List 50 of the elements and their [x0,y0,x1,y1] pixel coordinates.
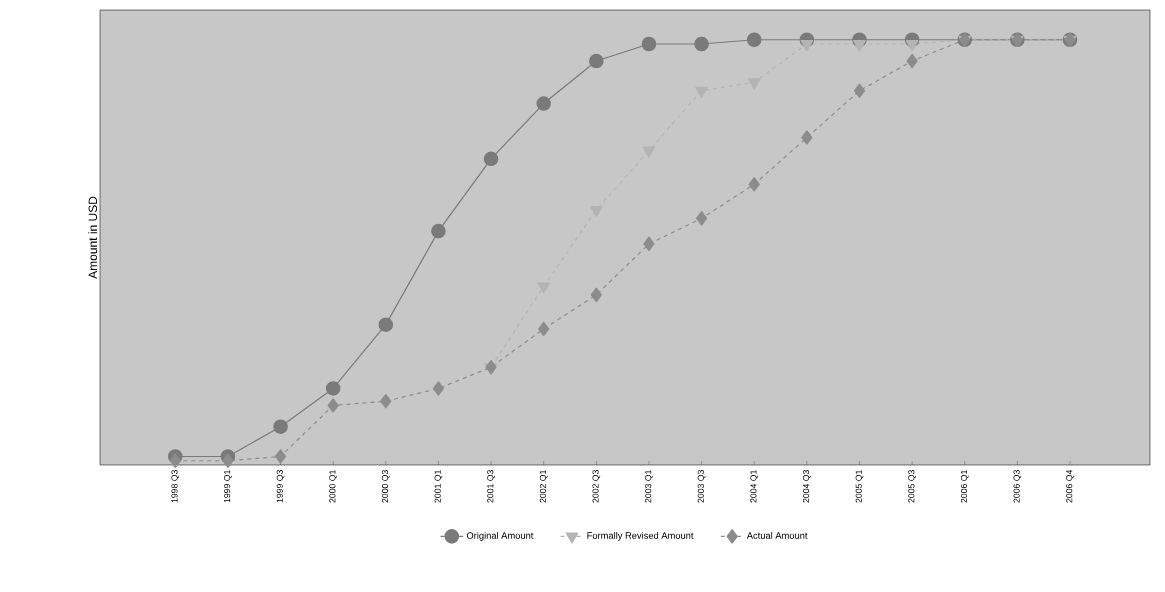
point [695,211,708,226]
x-tick-label: 2006 Q3 [1013,470,1022,503]
point [800,40,814,52]
point [432,381,445,396]
point [485,359,497,375]
point [536,96,551,111]
x-tick-label: 2002 Q1 [539,470,548,503]
x-tick-label: 2000 Q1 [329,470,337,503]
point [378,317,394,332]
point [169,453,181,468]
point [801,130,813,145]
x-tick-label: 1998 Q3 [171,470,180,503]
x-tick-label: 2004 Q1 [750,470,759,503]
point [748,177,760,192]
point [222,453,234,468]
x-tick-label: 2005 Q1 [855,470,864,503]
point [483,151,499,167]
point [643,236,655,252]
point [538,321,550,337]
x-tick-label: 2006 Q1 [960,470,969,503]
point [589,53,604,69]
x-tick-label: 2003 Q3 [697,470,706,503]
x-tick-label: 2006 Q4 [1066,469,1074,503]
x-tick-label: 1999 Q3 [276,470,285,503]
point [273,419,288,434]
legend-label: Formally Revised Amount [587,532,694,541]
x-tick-label: 2005 Q3 [908,470,916,503]
x-tick-label: 2002 Q3 [592,470,601,503]
point [431,223,446,239]
legend-label: Actual Amount [746,532,808,539]
point [380,393,392,409]
point [746,32,762,48]
point [327,398,339,413]
point [325,381,341,396]
point [853,40,866,52]
x-tick-label: 2003 Q1 [645,470,653,503]
x-tick-label: 1999 Q1 [224,470,232,503]
y-axis-title: Amount in USD [88,196,98,279]
point [906,53,918,69]
x-tick-label: 2000 Q3 [381,470,390,503]
x-tick-label: 2001 Q3 [487,470,495,503]
point [274,449,287,464]
point [590,287,602,303]
x-tick-label: 2004 Q3 [803,470,811,503]
point [641,36,657,52]
legend-label: Original Amount [466,532,534,541]
x-tick-label: 2001 Q1 [434,470,443,503]
point [905,40,919,52]
point [694,36,709,52]
point [853,83,866,99]
